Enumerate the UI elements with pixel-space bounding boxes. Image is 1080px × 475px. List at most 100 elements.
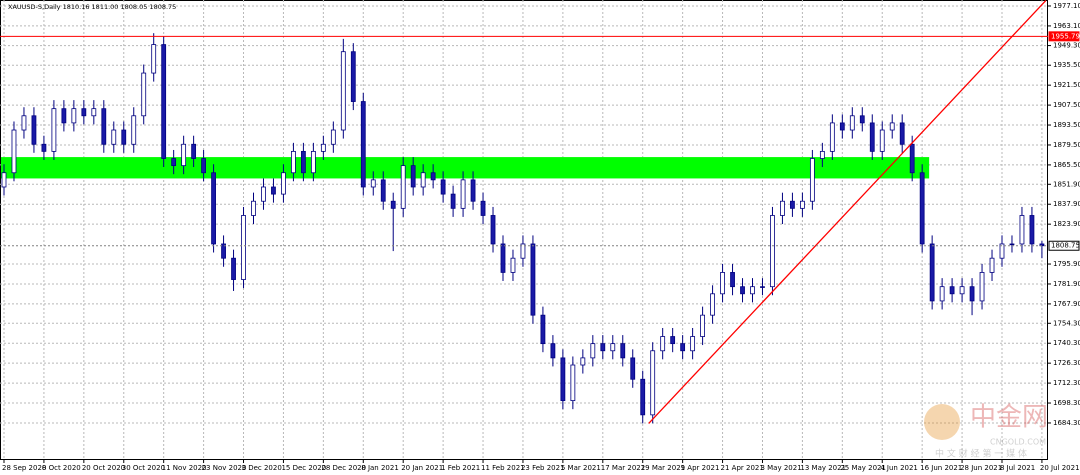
candle-body: [111, 129, 117, 145]
candle-body: [310, 150, 316, 174]
candle-body: [969, 286, 975, 302]
candle-body: [710, 293, 715, 316]
candle-body: [720, 272, 725, 295]
y-tick-label: 1726.30: [1053, 359, 1080, 367]
candle-body: [530, 243, 536, 316]
candle-body: [31, 115, 37, 145]
candle-body: [221, 243, 226, 259]
y-tick-label: 1712.30: [1053, 379, 1080, 387]
candle-body: [730, 272, 735, 288]
candle-body: [440, 179, 446, 195]
x-tick-label: 17 Mar 2021: [601, 464, 645, 472]
candle-body: [420, 172, 426, 188]
candle-body: [21, 115, 27, 131]
resistance-line-label: 1955.79: [1051, 32, 1080, 40]
candle-body: [151, 44, 157, 74]
plot-frame: [0, 0, 1048, 460]
candle-body: [520, 243, 526, 259]
candle-body: [291, 150, 296, 174]
candle-body: [1, 172, 7, 188]
y-tick-label: 1921.50: [1053, 81, 1080, 89]
candle-body: [630, 357, 636, 380]
candle-body: [700, 314, 705, 337]
x-tick-label: 9 Apr 2021: [681, 464, 720, 472]
candle-body: [809, 158, 815, 202]
x-tick-label: 16 Jun 2021: [920, 464, 962, 472]
candle-body: [201, 158, 207, 174]
watermark-slogan: 中 文 财 经 第 一 媒 体: [935, 448, 1027, 460]
candle-body: [949, 286, 955, 295]
candle-body: [829, 122, 835, 152]
candle-body: [979, 272, 985, 302]
candle-body: [590, 343, 596, 359]
x-tick-label: 30 Oct 2020: [122, 464, 165, 472]
x-tick-label: 15 Dec 2020: [281, 464, 326, 472]
y-tick-label: 1837.90: [1053, 200, 1080, 208]
candle-body: [300, 150, 306, 174]
y-tick-label: 1949.30: [1053, 42, 1080, 50]
trendline: [648, 0, 1047, 424]
x-tick-label: 25 May 2021: [840, 464, 886, 472]
x-tick-label: 1 Feb 2021: [441, 464, 480, 472]
candle-body: [410, 165, 416, 188]
candle-body: [740, 286, 745, 295]
candle-body: [770, 215, 775, 288]
zone: [1, 157, 930, 179]
candle-body: [281, 172, 286, 195]
candle-body: [101, 108, 107, 145]
x-tick-label: 11 Nov 2020: [162, 464, 207, 472]
y-tick-label: 1935.50: [1053, 61, 1080, 69]
candle-body: [231, 257, 236, 280]
x-tick-label: 20 Jan 2021: [401, 464, 443, 472]
y-tick-label: 1907.50: [1053, 101, 1080, 109]
candle-body: [81, 108, 87, 117]
candle-body: [71, 108, 77, 124]
candle-body: [580, 357, 586, 366]
candle-body: [181, 143, 187, 167]
candle-body: [1009, 243, 1015, 246]
x-tick-label: 21 Apr 2021: [721, 464, 764, 472]
candle-body: [330, 129, 336, 145]
candle-body: [660, 336, 666, 352]
candle-body: [1019, 215, 1025, 245]
candle-body: [400, 165, 406, 209]
candle-body: [750, 286, 755, 295]
candle-body: [500, 243, 506, 273]
x-tick-label: 28 Jun 2021: [960, 464, 1002, 472]
candle-body: [320, 143, 326, 152]
candle-body: [1029, 215, 1035, 245]
x-tick-label: 23 Feb 2021: [521, 464, 565, 472]
candle-body: [490, 215, 496, 245]
x-tick-label: 8 Jan 2021: [361, 464, 399, 472]
candle-body: [879, 129, 885, 152]
candle-body: [999, 243, 1005, 259]
candle-body: [680, 343, 686, 352]
candle-body: [899, 122, 905, 145]
candle-body: [859, 115, 865, 124]
candle-body: [510, 257, 516, 273]
x-tick-label: 3 Dec 2020: [242, 464, 282, 472]
candle-body: [690, 336, 696, 352]
candle-body: [360, 101, 366, 188]
candle-body: [51, 108, 57, 152]
watermark-site: CNGOLD.COM: [990, 438, 1046, 447]
candle-body: [251, 200, 256, 216]
candle-body: [550, 343, 556, 359]
y-tick-label: 1879.50: [1053, 141, 1080, 149]
candle-body: [919, 172, 925, 245]
y-tick-label: 1963.10: [1053, 22, 1080, 30]
y-tick-label: 1795.90: [1053, 260, 1080, 268]
x-tick-label: 3 May 2021: [760, 464, 801, 472]
y-tick-label: 1851.90: [1053, 180, 1080, 188]
x-tick-label: 5 Mar 2021: [561, 464, 601, 472]
candle-body: [191, 143, 197, 159]
watermark-name: 中金网: [970, 403, 1048, 433]
candle-body: [670, 336, 676, 345]
y-tick-label: 1698.30: [1053, 399, 1080, 407]
x-tick-label: 20 Oct 2020: [82, 464, 125, 472]
y-tick-label: 1823.90: [1053, 220, 1080, 228]
x-tick-label: 4 Jun 2021: [880, 464, 918, 472]
candle-body: [610, 343, 616, 352]
candle-body: [340, 51, 346, 131]
